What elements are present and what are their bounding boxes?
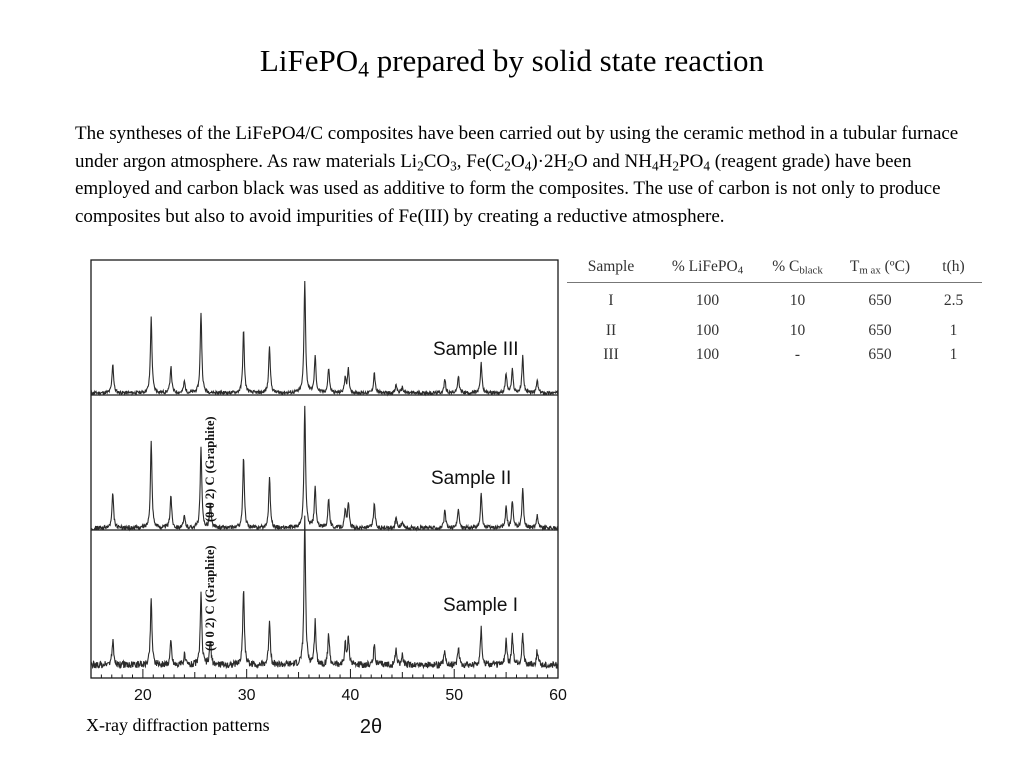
- para-text: CO: [423, 150, 451, 172]
- x-tick-label: 60: [549, 687, 567, 704]
- x-tick-label: 50: [445, 687, 463, 704]
- para-text: The syntheses of the LiFePO4/C composite…: [75, 123, 959, 172]
- cell-tmax: 650: [868, 322, 892, 339]
- x-axis-label: 2θ: [360, 716, 382, 738]
- legend-sample-i: Sample I: [443, 595, 518, 616]
- legend-sample-ii: Sample II: [431, 468, 511, 489]
- header-sample: Sample: [567, 252, 655, 283]
- para-text: )·2H: [531, 150, 568, 172]
- para-sub: 2: [567, 157, 574, 173]
- cell-time: 2.5: [943, 292, 964, 309]
- x-tick-label: 30: [238, 687, 256, 704]
- table-row: I 100 10 650 2.5: [567, 283, 982, 320]
- cell-cblack: -: [794, 346, 801, 363]
- para-text: O: [510, 150, 525, 172]
- figure-caption: X-ray diffraction patterns: [86, 715, 270, 735]
- cell-sample: II: [605, 322, 617, 339]
- legend-sample-iii: Sample III: [433, 339, 519, 360]
- cell-time: 1: [949, 322, 958, 339]
- xrd-trace-3: [90, 515, 559, 670]
- para-text: H: [658, 150, 673, 172]
- cell-lifepo4: 100: [695, 292, 720, 309]
- cell-sample: III: [603, 346, 619, 363]
- cell-tmax: 650: [868, 292, 892, 309]
- slide-title: LiFePO4 prepared by solid state reaction: [0, 42, 1024, 80]
- title-rest: prepared by solid state reaction: [368, 43, 765, 78]
- para-sub: 4: [703, 157, 710, 173]
- para-sub: 2: [417, 157, 424, 173]
- table-row: III 100 - 650 1: [567, 343, 982, 367]
- cell-tmax: 650: [868, 346, 892, 363]
- description-paragraph: The syntheses of the LiFePO4/C composite…: [75, 120, 965, 230]
- header-lifepo4: % LiFePO4: [655, 252, 760, 283]
- para-sub: 3: [450, 157, 457, 173]
- para-sub: 4: [524, 157, 532, 173]
- title-formula: LiFePO: [259, 43, 359, 78]
- para-text: PO: [679, 150, 704, 172]
- para-sub: 2: [672, 157, 680, 173]
- synthesis-parameters-table: Sample % LiFePO4 % Cblack Tm ax (ºC) t(h…: [567, 252, 982, 367]
- para-text: (reagent grade) have been employed and c…: [75, 150, 941, 227]
- x-tick-label: 40: [342, 687, 360, 704]
- xrd-chart: 20 30 40 50 60 Sample III Sample II Sample I…: [90, 259, 567, 738]
- cell-sample: I: [608, 292, 614, 309]
- para-sub: 4: [652, 157, 659, 173]
- cell-cblack: 10: [789, 292, 806, 309]
- cell-lifepo4: 100: [695, 346, 720, 363]
- x-tick-label: 20: [134, 687, 152, 704]
- para-sub: 2: [504, 157, 511, 173]
- header-tmax: Tm ax (ºC): [835, 252, 925, 283]
- header-time: t(h): [925, 252, 982, 283]
- title-subscript: 4: [358, 57, 369, 82]
- cell-lifepo4: 100: [695, 322, 720, 339]
- para-text: O and NH: [573, 150, 652, 172]
- cell-time: 1: [949, 346, 958, 363]
- table-row: II 100 10 650 1: [567, 319, 982, 343]
- xrd-trace-1: [90, 280, 559, 397]
- para-text: , Fe(C: [456, 150, 505, 172]
- header-cblack: % Cblack: [760, 252, 835, 283]
- cell-cblack: 10: [789, 322, 806, 339]
- table-header-row: Sample % LiFePO4 % Cblack Tm ax (ºC) t(h…: [567, 252, 982, 283]
- graphite-annotation-ii: (0 0 2) C (Graphite): [203, 416, 217, 522]
- plot-frame: [90, 259, 559, 679]
- xrd-trace-2: [90, 405, 559, 532]
- graphite-annotation-i: (0 0 2) C (Graphite): [203, 545, 217, 651]
